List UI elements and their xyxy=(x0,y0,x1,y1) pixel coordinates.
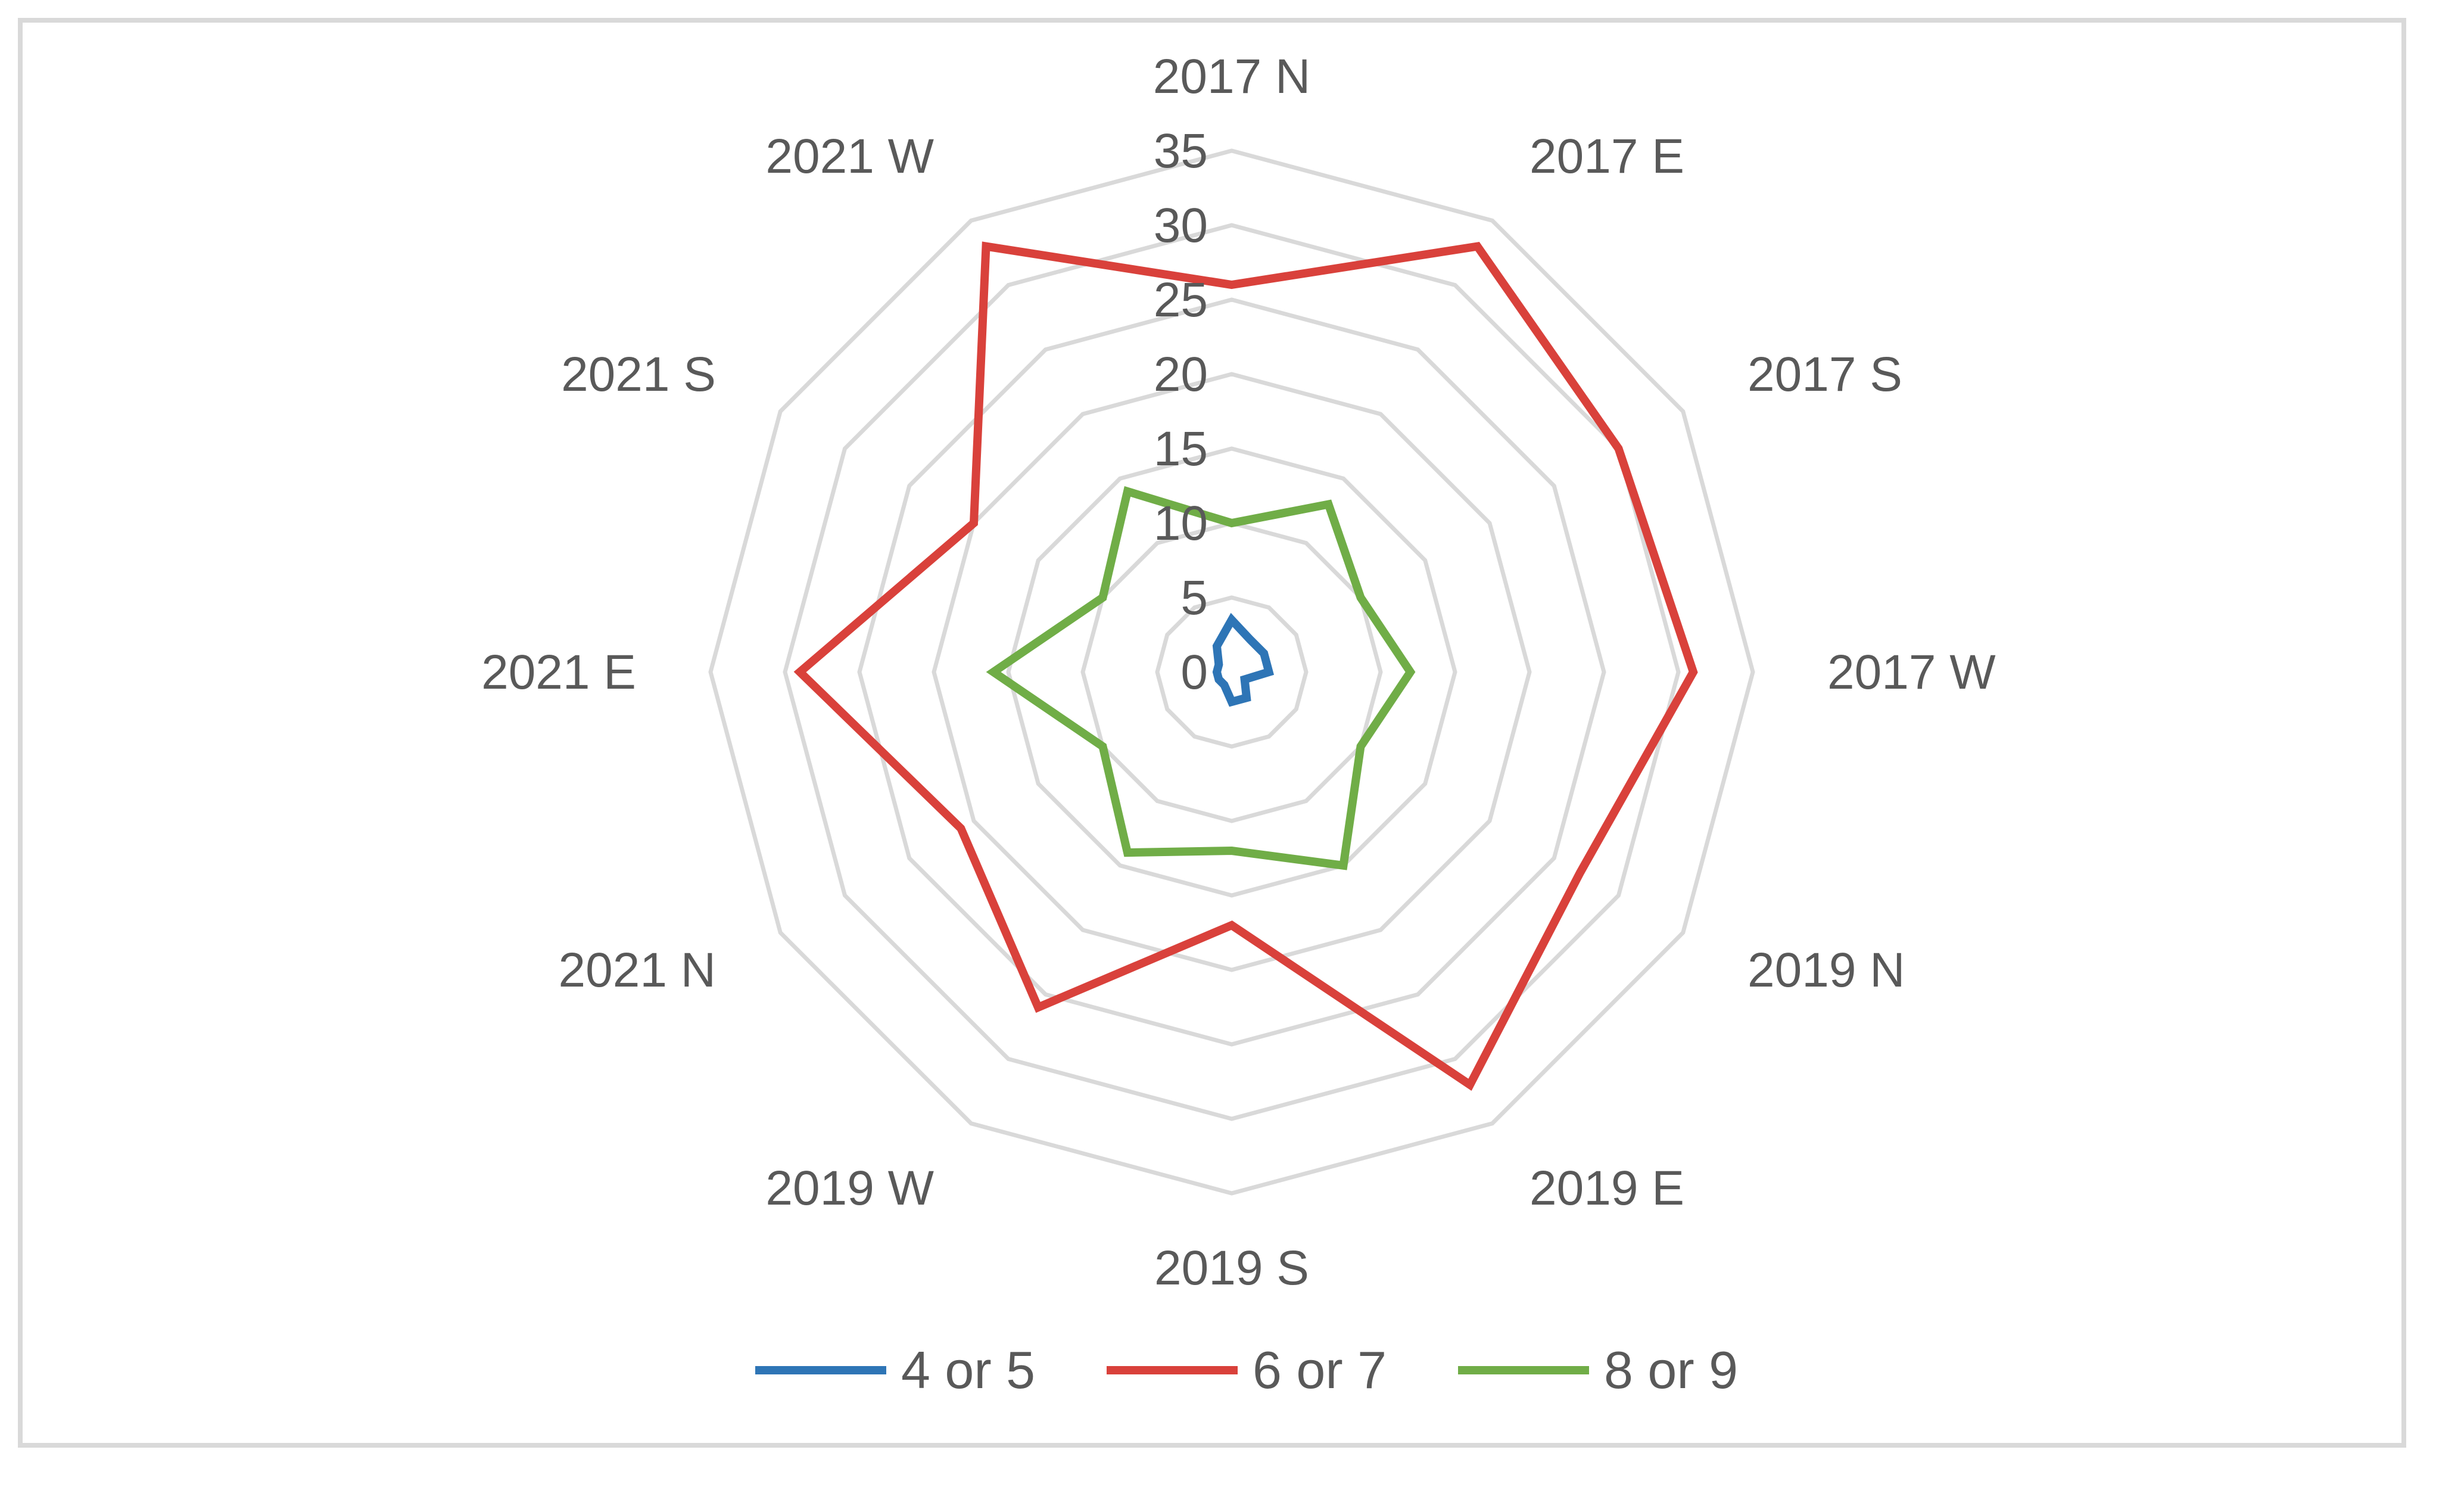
radial-tick-label: 0 xyxy=(1180,645,1208,699)
grid-ring xyxy=(1080,521,1383,823)
category-label: 2019 S xyxy=(1154,1241,1309,1295)
category-label: 2019 W xyxy=(765,1161,934,1215)
series-line-1 xyxy=(1212,612,1275,707)
radial-tick-label: 20 xyxy=(1154,347,1208,402)
series-line-2 xyxy=(793,241,1698,1091)
radial-tick-label: 30 xyxy=(1154,198,1208,253)
radial-tick-label: 35 xyxy=(1154,124,1208,178)
radial-tick-label: 10 xyxy=(1154,496,1208,550)
grid-ring xyxy=(1155,595,1309,749)
legend-label-3: 8 or 9 xyxy=(1604,1340,1738,1399)
legend-label-2: 6 or 7 xyxy=(1253,1340,1387,1399)
category-label: 2017 N xyxy=(1153,49,1310,104)
category-label: 2017 S xyxy=(1747,347,1902,402)
radial-tick-label: 15 xyxy=(1154,422,1208,476)
radial-tick-label: 25 xyxy=(1154,273,1208,327)
category-label: 2019 N xyxy=(1747,943,1905,997)
category-label: 2019 E xyxy=(1530,1161,1684,1215)
legend-label-1: 4 or 5 xyxy=(901,1340,1035,1399)
radial-tick-labels: 0 5 10 15 20 25 30 35 xyxy=(1154,124,1208,699)
grid-ring xyxy=(708,148,1755,1196)
category-label: 2021 W xyxy=(765,129,934,183)
radial-tick-label: 5 xyxy=(1180,571,1208,625)
grid-ring xyxy=(1006,446,1457,898)
grid-ring xyxy=(857,297,1606,1047)
category-label: 2017 E xyxy=(1530,129,1684,183)
category-label: 2021 E xyxy=(481,645,636,699)
grid-ring xyxy=(932,372,1532,972)
radar-series xyxy=(793,241,1698,1091)
category-labels: 2017 N 2017 E 2017 S 2017 W 2019 N 2019 E 2019… xyxy=(481,49,1996,1295)
grid-ring xyxy=(783,223,1681,1121)
category-label: 2021 S xyxy=(561,347,716,402)
series-line-3 xyxy=(986,486,1416,870)
radar-grid xyxy=(708,148,1755,1196)
category-label: 2017 W xyxy=(1827,645,1996,699)
legend: 4 or 5 6 or 7 8 or 9 xyxy=(755,1340,1738,1399)
category-label: 2021 N xyxy=(559,943,716,997)
